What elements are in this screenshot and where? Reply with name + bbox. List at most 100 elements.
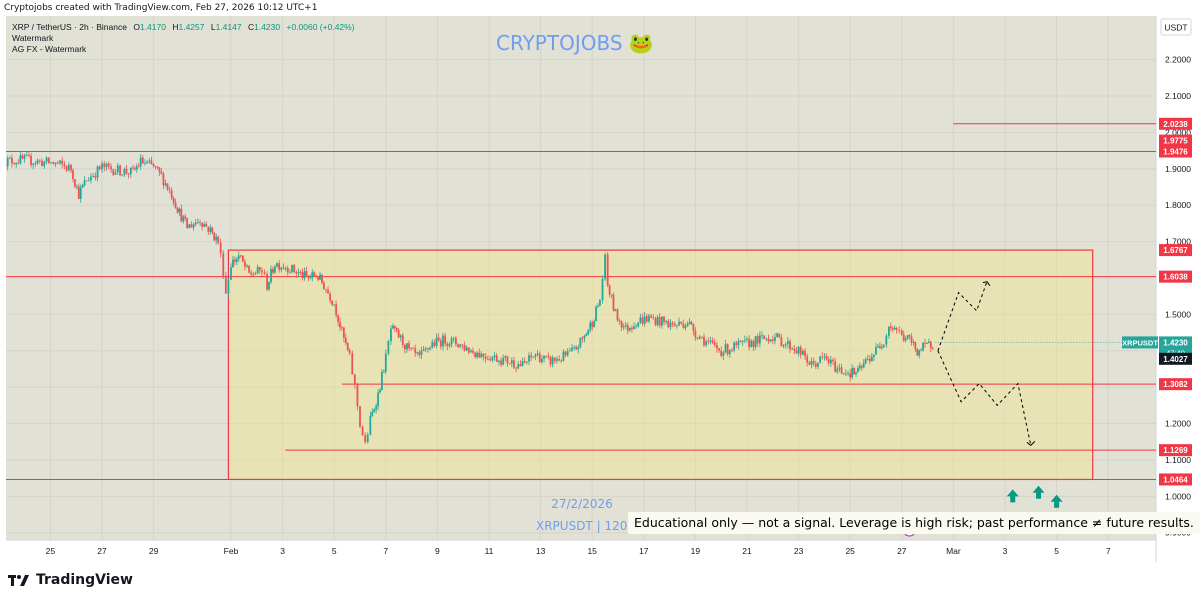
candle-body	[924, 342, 926, 344]
candle-body	[222, 253, 225, 276]
tradingview-footer[interactable]: TradingView	[8, 570, 133, 590]
candle-body	[13, 163, 15, 165]
candle-body	[713, 342, 716, 346]
candle-body	[624, 325, 627, 327]
range-zone-box[interactable]	[227, 249, 1094, 481]
candle-body	[17, 162, 20, 164]
candle-body	[261, 270, 263, 273]
candle-body	[110, 166, 112, 170]
candle-body	[528, 355, 530, 362]
candle-body	[474, 352, 476, 357]
candle-body	[571, 347, 573, 351]
candle-body	[63, 164, 66, 167]
candle-body	[116, 165, 119, 173]
candle-body	[771, 339, 774, 341]
candle-body	[72, 170, 74, 180]
candle-body	[470, 350, 472, 353]
candle-body	[129, 167, 132, 175]
disclaimer-note: Educational only — not a signal. Leverag…	[628, 512, 1200, 534]
indicator-watermark[interactable]: Watermark	[12, 33, 54, 43]
chart-canvas[interactable]: CRYPTOJOBS 🐸 27/2/2026 XRPUSDT | 120M 2.200…	[6, 16, 1194, 562]
candle-body	[878, 346, 881, 349]
watermark-date: 27/2/2026	[551, 497, 613, 511]
candle-body	[410, 348, 412, 349]
candle-body	[900, 330, 903, 335]
candle-body	[476, 352, 479, 357]
candle-body	[676, 325, 678, 327]
candle-body	[150, 160, 153, 164]
candle-body	[604, 254, 606, 280]
candle-body	[918, 349, 921, 356]
candle-body	[845, 373, 847, 375]
currency-button[interactable]	[1160, 18, 1192, 36]
candle-body	[538, 353, 541, 363]
candle-body	[186, 218, 189, 229]
candle-body	[431, 342, 434, 348]
candle-body	[780, 337, 783, 347]
candle-body	[641, 317, 644, 324]
tradingview-brand: TradingView	[36, 572, 133, 588]
candle-body	[81, 185, 84, 188]
price-scale-background	[1156, 16, 1194, 562]
candle-body	[230, 267, 232, 280]
candle-body	[258, 267, 261, 271]
candle-body	[698, 336, 701, 339]
candle-body	[545, 356, 548, 357]
candle-body	[50, 162, 52, 164]
candle-body	[369, 416, 372, 435]
x-tick-label: 13	[536, 546, 546, 556]
candle-body	[778, 333, 781, 338]
x-tick-label: Feb	[224, 546, 239, 556]
candle-body	[577, 347, 580, 350]
candle-body	[875, 347, 877, 355]
candle-body	[250, 272, 253, 275]
candle-body	[709, 340, 712, 342]
projection-path-down[interactable]	[937, 350, 1032, 446]
candle-body	[166, 183, 169, 190]
candle-body	[353, 374, 356, 385]
candle-body	[276, 263, 278, 267]
candle-body	[589, 322, 592, 330]
candle-body	[152, 163, 155, 167]
candle-body	[860, 365, 863, 368]
candle-body	[491, 357, 494, 361]
candle-body	[379, 389, 381, 393]
candle-body	[297, 272, 300, 274]
candle-body	[774, 337, 776, 341]
candle-body	[912, 342, 915, 343]
candle-body	[201, 222, 204, 227]
candle-body	[806, 356, 809, 363]
candle-body	[377, 392, 379, 407]
candle-body	[906, 335, 909, 339]
candle-body	[750, 340, 753, 348]
ohlc-open: O1.4170	[133, 22, 166, 32]
candle-body	[85, 180, 88, 182]
candle-body	[700, 336, 703, 338]
candle-body	[793, 348, 796, 351]
candle-body	[635, 326, 637, 328]
candle-body	[873, 354, 875, 357]
candle-body	[311, 272, 314, 278]
candle-body	[840, 367, 843, 374]
x-tick-label: 27	[97, 546, 107, 556]
candle-body	[154, 166, 157, 168]
projection-path-up[interactable]	[937, 281, 988, 351]
candle-body	[823, 356, 826, 358]
candle-body	[703, 336, 705, 346]
candle-body	[898, 329, 901, 331]
candle-body	[558, 359, 560, 361]
candle-body	[65, 166, 68, 171]
indicator-agfx-watermark[interactable]: AG FX - Watermark	[12, 44, 87, 54]
level-price-label: 1.6767	[1163, 246, 1188, 255]
level-price-tag	[1159, 444, 1192, 457]
symbol-legend: XRP / TetherUS · 2h · Binance O1.4170 H1…	[12, 22, 355, 32]
candle-body	[256, 267, 259, 274]
level-price-label: 1.1269	[1163, 446, 1188, 455]
watermark-subtitle: XRPUSDT | 120M	[536, 519, 638, 533]
y-tick-label: 2.0000	[1165, 127, 1191, 137]
candle-body	[139, 157, 142, 167]
candle-body	[135, 166, 138, 170]
candle-body	[439, 340, 442, 347]
candle-body	[648, 315, 650, 322]
candle-body	[254, 273, 257, 275]
